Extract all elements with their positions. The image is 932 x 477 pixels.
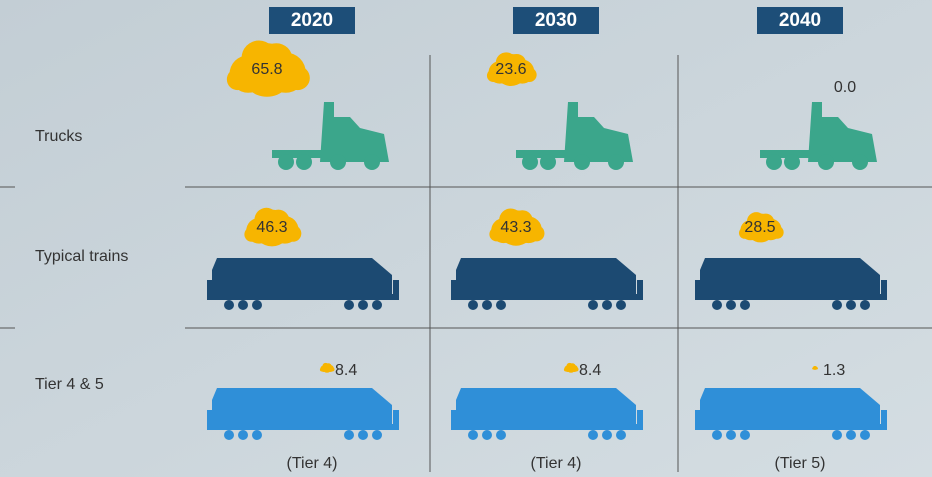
row-label: Tier 4 & 5 — [35, 376, 104, 393]
tier-note: (Tier 5) — [775, 455, 826, 472]
emission-value: 43.3 — [500, 219, 531, 236]
cloud-puff — [574, 367, 578, 371]
emission-value: 8.4 — [579, 362, 601, 379]
emission-value: 28.5 — [744, 219, 775, 236]
year-label: 2030 — [535, 10, 577, 31]
cloud-puff — [227, 69, 248, 90]
emission-value: 1.3 — [823, 362, 845, 379]
cloud-puff — [812, 368, 813, 369]
cloud-puff — [330, 367, 334, 371]
emission-value: 0.0 — [834, 79, 856, 96]
infographic: 2020 2030 2040 Trucks 65.8 23.6 0.0 Typical tra… — [0, 0, 932, 477]
cloud-puff — [815, 366, 817, 368]
year-label: 2020 — [291, 10, 333, 31]
page: 2020 2030 2040 Trucks 65.8 23.6 0.0 Typical tra… — [0, 0, 932, 477]
tier-note: (Tier 4) — [287, 455, 338, 472]
emission-value: 46.3 — [256, 219, 287, 236]
cloud-puff — [570, 363, 576, 369]
cloud-puff — [286, 66, 310, 90]
row-label: Trucks — [35, 128, 82, 145]
row-label: Typical trains — [35, 248, 128, 265]
year-label: 2040 — [779, 10, 821, 31]
emission-value: 23.6 — [495, 61, 526, 78]
emission-value: 8.4 — [335, 362, 357, 379]
cloud-puff — [326, 363, 332, 369]
emission-value: 65.8 — [251, 61, 282, 78]
cloud-puff — [320, 368, 324, 372]
cloud-puff — [564, 368, 568, 372]
cloud-puff — [816, 368, 818, 370]
tier-note: (Tier 4) — [531, 455, 582, 472]
